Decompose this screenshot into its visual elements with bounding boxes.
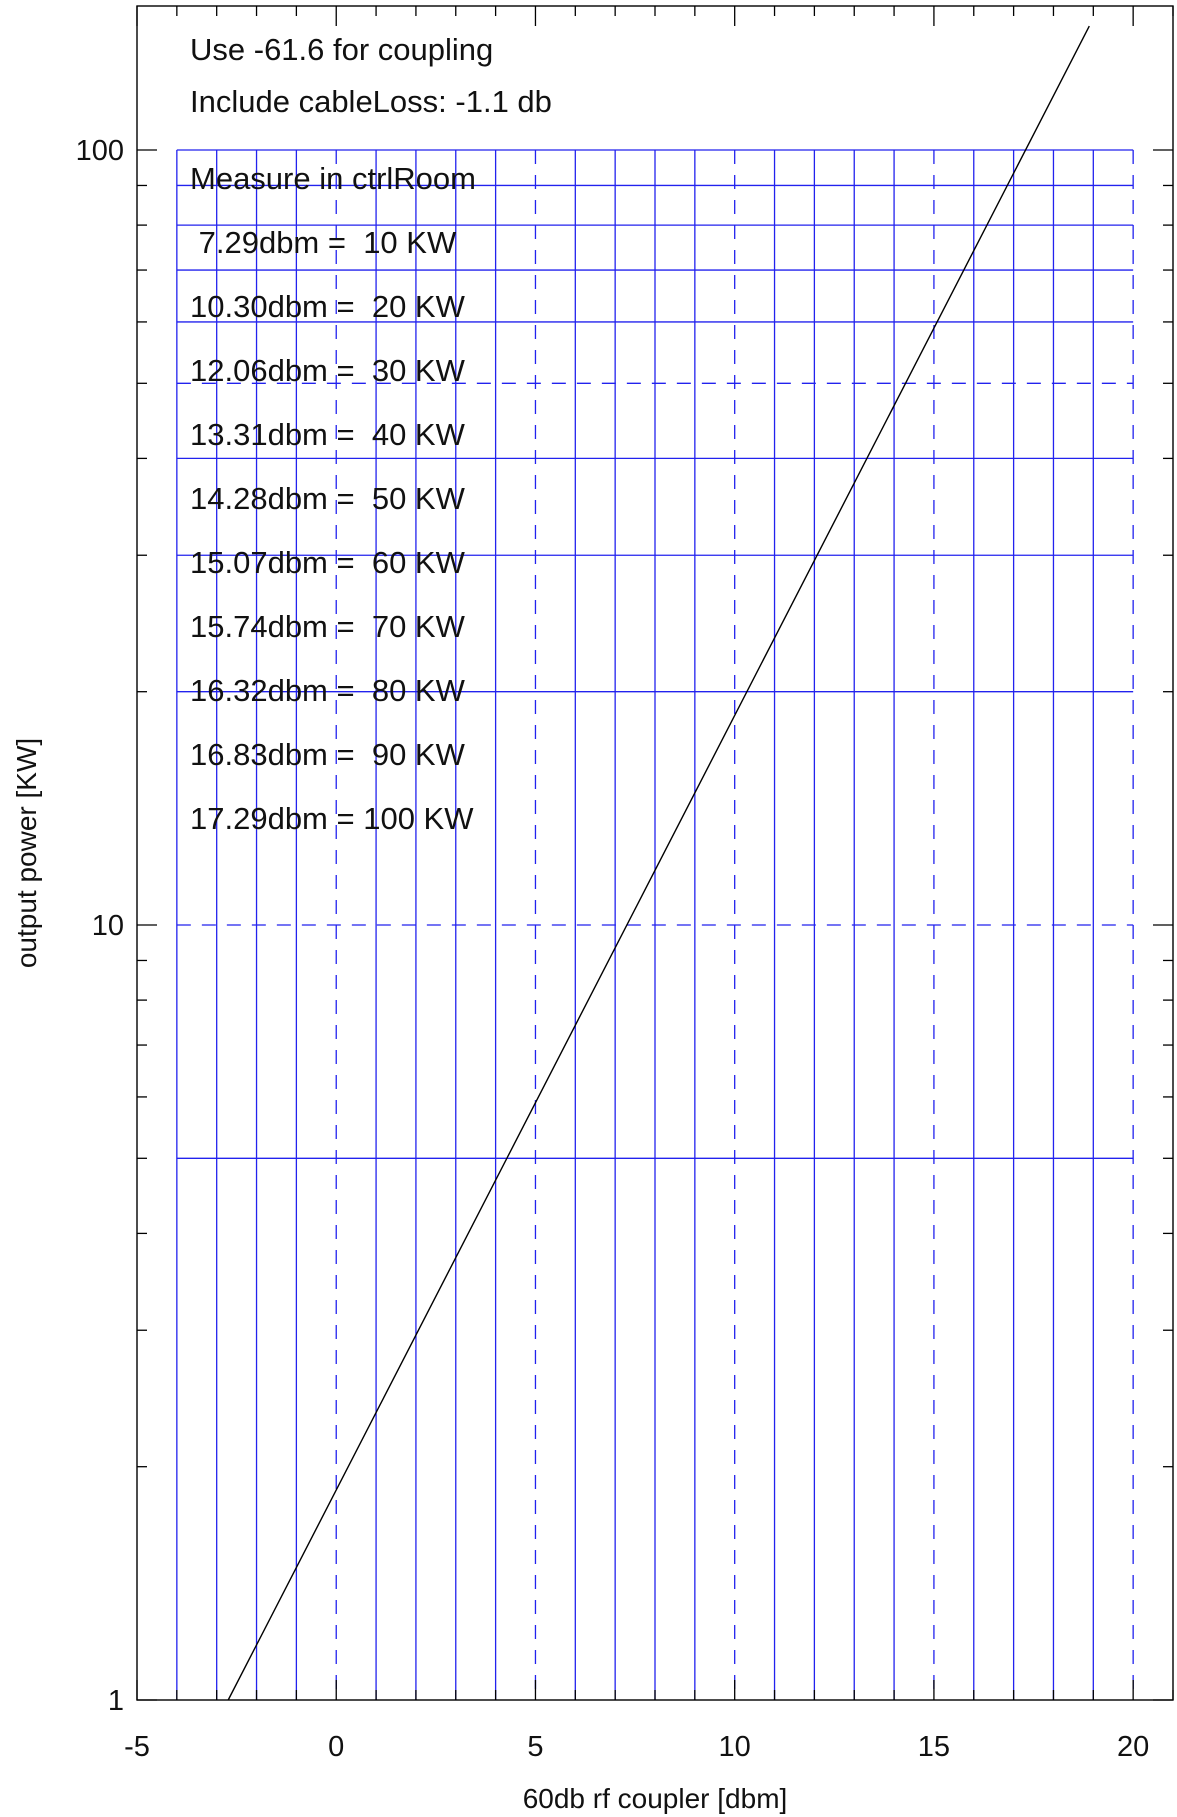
x-tick-label: 0 (328, 1731, 344, 1763)
annotation-text: 17.29dbm = 100 KW (190, 801, 474, 836)
annotation-text: 15.07dbm = 60 KW (190, 545, 466, 580)
annotation-text: 10.30dbm = 20 KW (190, 289, 466, 324)
data-line (227, 25, 1090, 1701)
annotation-text: 15.74dbm = 70 KW (190, 609, 466, 644)
x-tick-label: 10 (719, 1731, 751, 1763)
annotation-text: Use -61.6 for coupling (190, 32, 493, 67)
x-axis-title: 60db rf coupler [dbm] (523, 1783, 788, 1814)
x-tick-label: 5 (527, 1731, 543, 1763)
x-tick-label: -5 (124, 1731, 150, 1763)
annotation-text: Include cableLoss: -1.1 db (190, 84, 552, 119)
grid-layer (176, 149, 1134, 1700)
x-tick-label: 20 (1117, 1731, 1149, 1763)
x-tick-label: 15 (918, 1731, 950, 1763)
annotation-text: Measure in ctrlRoom (190, 161, 476, 196)
y-tick-label: 10 (92, 910, 124, 942)
annotation-text: 13.31dbm = 40 KW (190, 417, 466, 452)
annotation-text: 12.06dbm = 30 KW (190, 353, 466, 388)
annotation-text: 7.29dbm = 10 KW (190, 225, 457, 260)
annotation-text: 14.28dbm = 50 KW (190, 481, 466, 516)
annotation-text: 16.83dbm = 90 KW (190, 737, 466, 772)
y-tick-label: 100 (76, 135, 124, 167)
y-tick-label: 1 (108, 1685, 124, 1717)
text-layer: -5 0 5 10 15 20 1 10 100 60db rf coupler [dbm] out… (11, 32, 1149, 1814)
data-line-layer (227, 25, 1090, 1701)
axes-layer (136, 5, 1174, 1701)
y-axis-title: output power [KW] (11, 738, 42, 968)
annotation-text: 16.32dbm = 80 KW (190, 673, 466, 708)
